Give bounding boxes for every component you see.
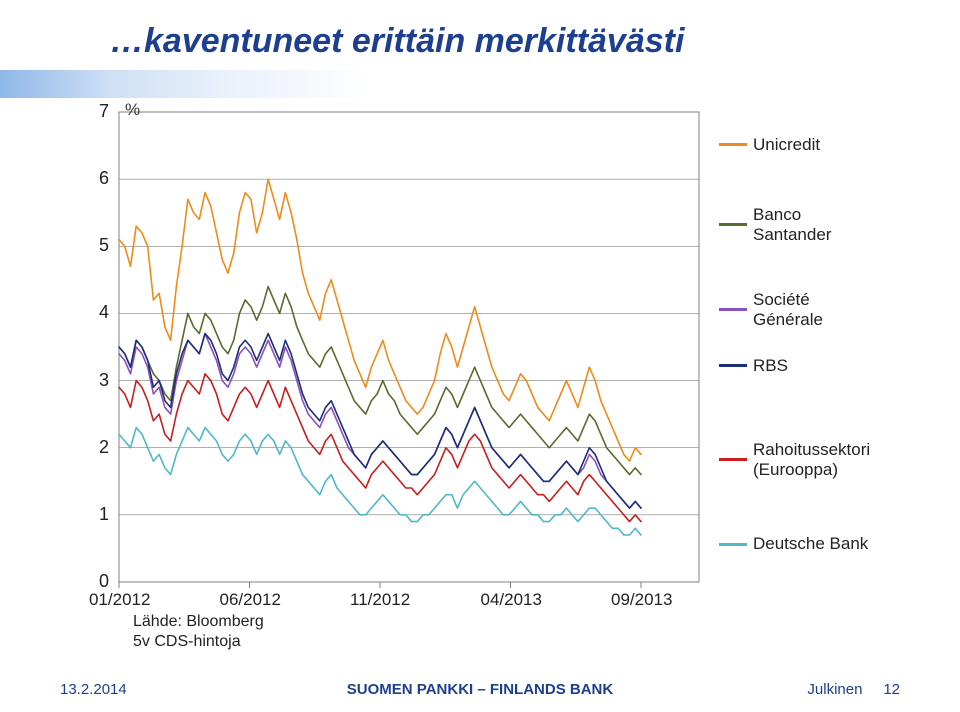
legend-item: SociétéGénérale [719,290,823,329]
y-tick-label: 6 [75,168,109,189]
legend-swatch [719,308,747,311]
x-tick-label: 09/2013 [611,590,672,610]
legend-swatch [719,543,747,546]
legend-swatch [719,143,747,146]
y-tick-label: 7 [75,101,109,122]
slide: € …kaventuneet erittäin merkittävästi % … [0,0,960,712]
y-tick-label: 5 [75,235,109,256]
legend-swatch [719,364,747,367]
footer-page: 12 [883,681,900,698]
legend-item: RBS [719,356,788,376]
legend-label: RBS [753,356,788,376]
footer-right: Julkinen 12 [807,681,900,698]
legend-item: Unicredit [719,135,820,155]
slide-title: …kaventuneet erittäin merkittävästi [110,22,684,61]
legend-label: Deutsche Bank [753,534,868,554]
legend-item: BancoSantander [719,205,831,244]
x-tick-label: 01/2012 [89,590,150,610]
y-tick-label: 0 [75,571,109,592]
footer-right-label: Julkinen [807,681,862,698]
legend-swatch [719,458,747,461]
chart-source: Lähde: Bloomberg5v CDS-hintoja [133,612,264,652]
legend-item: Deutsche Bank [719,534,868,554]
legend-label: Unicredit [753,135,820,155]
y-tick-label: 4 [75,302,109,323]
y-tick-label: 3 [75,370,109,391]
x-tick-label: 06/2012 [220,590,281,610]
chart: % 0 1 2 3 4 5 6 7 01/2012 06/2012 11/2012 04/2013 09… [75,100,885,640]
y-tick-label: 1 [75,504,109,525]
x-tick-label: 11/2012 [350,590,410,610]
y-tick-label: 2 [75,437,109,458]
percent-label: % [125,100,140,120]
legend-item: Rahoitussektori(Eurooppa) [719,440,870,479]
legend-label: BancoSantander [753,205,831,244]
legend-label: SociétéGénérale [753,290,823,329]
legend-label: Rahoitussektori(Eurooppa) [753,440,870,479]
legend-swatch [719,223,747,226]
header-accent [0,70,370,98]
x-tick-label: 04/2013 [481,590,542,610]
